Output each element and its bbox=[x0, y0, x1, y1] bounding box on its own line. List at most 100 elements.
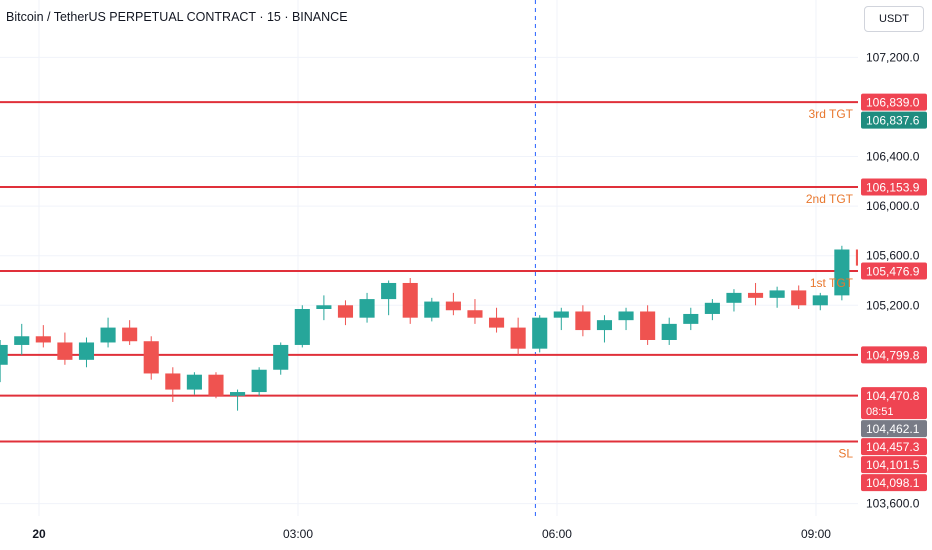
price-badge-label: 106,153.9 bbox=[866, 181, 920, 195]
time-tick-label: 20 bbox=[32, 527, 46, 541]
candle bbox=[640, 305, 656, 345]
price-tick-label: 103,600.0 bbox=[866, 497, 920, 511]
level-label-sl: SL bbox=[838, 446, 853, 460]
candle bbox=[35, 325, 51, 348]
candle-body bbox=[834, 249, 850, 296]
price-badge-bg bbox=[861, 111, 927, 129]
candle-body bbox=[488, 317, 505, 328]
currency-selector[interactable]: USDT bbox=[864, 6, 924, 32]
candle bbox=[402, 278, 418, 324]
candle-body bbox=[596, 320, 613, 331]
candle bbox=[704, 299, 720, 321]
candle-body bbox=[230, 392, 246, 396]
candle bbox=[186, 372, 202, 395]
price-badge: 106,837.6 bbox=[861, 111, 927, 129]
candle bbox=[57, 332, 73, 365]
candle bbox=[251, 367, 267, 396]
candle bbox=[618, 307, 634, 331]
candle bbox=[143, 336, 159, 380]
candle-body bbox=[359, 299, 375, 318]
candle-body bbox=[381, 282, 397, 300]
price-badge: 104,101.5 bbox=[861, 456, 927, 474]
candle-body bbox=[553, 311, 569, 318]
level-label-2nd-tgt: 2nd TGT bbox=[806, 192, 854, 206]
price-tick-label: 105,200.0 bbox=[866, 298, 920, 312]
candle-body bbox=[812, 295, 828, 306]
price-badge-label: 104,799.8 bbox=[866, 348, 920, 362]
candle-body bbox=[640, 311, 656, 340]
price-tick-label: 106,400.0 bbox=[866, 150, 920, 164]
candle bbox=[445, 292, 461, 316]
candle bbox=[575, 305, 591, 337]
candle bbox=[78, 337, 95, 368]
price-badge-label: 106,839.0 bbox=[866, 96, 920, 110]
price-tick-label: 105,600.0 bbox=[866, 249, 920, 263]
candle-body bbox=[0, 344, 8, 365]
candle-body bbox=[532, 317, 548, 349]
price-badge-bg bbox=[861, 93, 927, 111]
candle-body bbox=[791, 290, 807, 306]
candle bbox=[661, 317, 677, 345]
price-badge: 104,470.8 08:51 bbox=[861, 387, 927, 420]
candle-body bbox=[467, 310, 483, 318]
candle bbox=[510, 317, 526, 355]
candle bbox=[0, 339, 8, 383]
candle bbox=[834, 245, 850, 301]
candle-body bbox=[769, 290, 785, 298]
candle bbox=[769, 286, 785, 308]
candle-body bbox=[100, 327, 116, 343]
candle-body bbox=[575, 311, 591, 331]
price-badge: 104,098.1 bbox=[861, 474, 927, 492]
candle-body bbox=[747, 292, 764, 298]
candle bbox=[337, 300, 354, 326]
candle-body bbox=[165, 373, 181, 390]
candle-body bbox=[424, 301, 440, 318]
candle bbox=[683, 307, 699, 331]
price-badge-bg bbox=[861, 178, 927, 196]
level-label-1st-tgt: 1st TGT bbox=[810, 276, 854, 290]
candle-body bbox=[122, 327, 138, 342]
price-badge-label: 105,476.9 bbox=[866, 264, 920, 278]
candle-body bbox=[251, 369, 267, 393]
candle bbox=[596, 315, 613, 343]
candle bbox=[122, 320, 138, 345]
price-tick-label: 107,200.0 bbox=[866, 50, 920, 64]
candle-body bbox=[510, 327, 526, 349]
candle bbox=[14, 323, 30, 355]
time-tick-label: 09:00 bbox=[801, 527, 831, 541]
candle bbox=[791, 285, 807, 310]
candle-body bbox=[316, 305, 332, 310]
candle-body bbox=[661, 323, 677, 340]
candle bbox=[230, 389, 246, 411]
candle-body bbox=[14, 336, 30, 345]
candle-body bbox=[186, 374, 202, 390]
candle-body bbox=[704, 302, 720, 314]
price-badge: 104,462.1 bbox=[861, 420, 927, 438]
price-badge-bg bbox=[861, 262, 927, 280]
price-badge-label: 104,101.5 bbox=[866, 458, 920, 472]
chart-title: Bitcoin / TetherUS PERPETUAL CONTRACT · … bbox=[6, 10, 348, 24]
candle bbox=[165, 367, 181, 402]
candle bbox=[726, 289, 742, 312]
candle-body bbox=[618, 311, 634, 321]
candle bbox=[488, 307, 505, 333]
price-badge-label: 104,470.8 bbox=[866, 389, 920, 403]
candle bbox=[532, 315, 548, 353]
price-badge-label: 104,457.3 bbox=[866, 440, 920, 454]
price-badge: 104,457.3 bbox=[861, 438, 927, 456]
candle bbox=[208, 372, 224, 399]
countdown-label: 08:51 bbox=[866, 406, 894, 418]
candle-body bbox=[294, 309, 310, 345]
price-badge-label: 104,098.1 bbox=[866, 476, 920, 490]
candle-body bbox=[402, 282, 418, 318]
candle bbox=[553, 307, 569, 331]
price-badge-label: 106,837.6 bbox=[866, 114, 920, 128]
candle bbox=[100, 317, 116, 348]
candle bbox=[359, 292, 375, 323]
price-badge-bg bbox=[861, 474, 927, 492]
price-badge-bg bbox=[861, 420, 927, 438]
price-badge: 106,839.0 bbox=[861, 93, 927, 111]
candle bbox=[316, 295, 332, 321]
